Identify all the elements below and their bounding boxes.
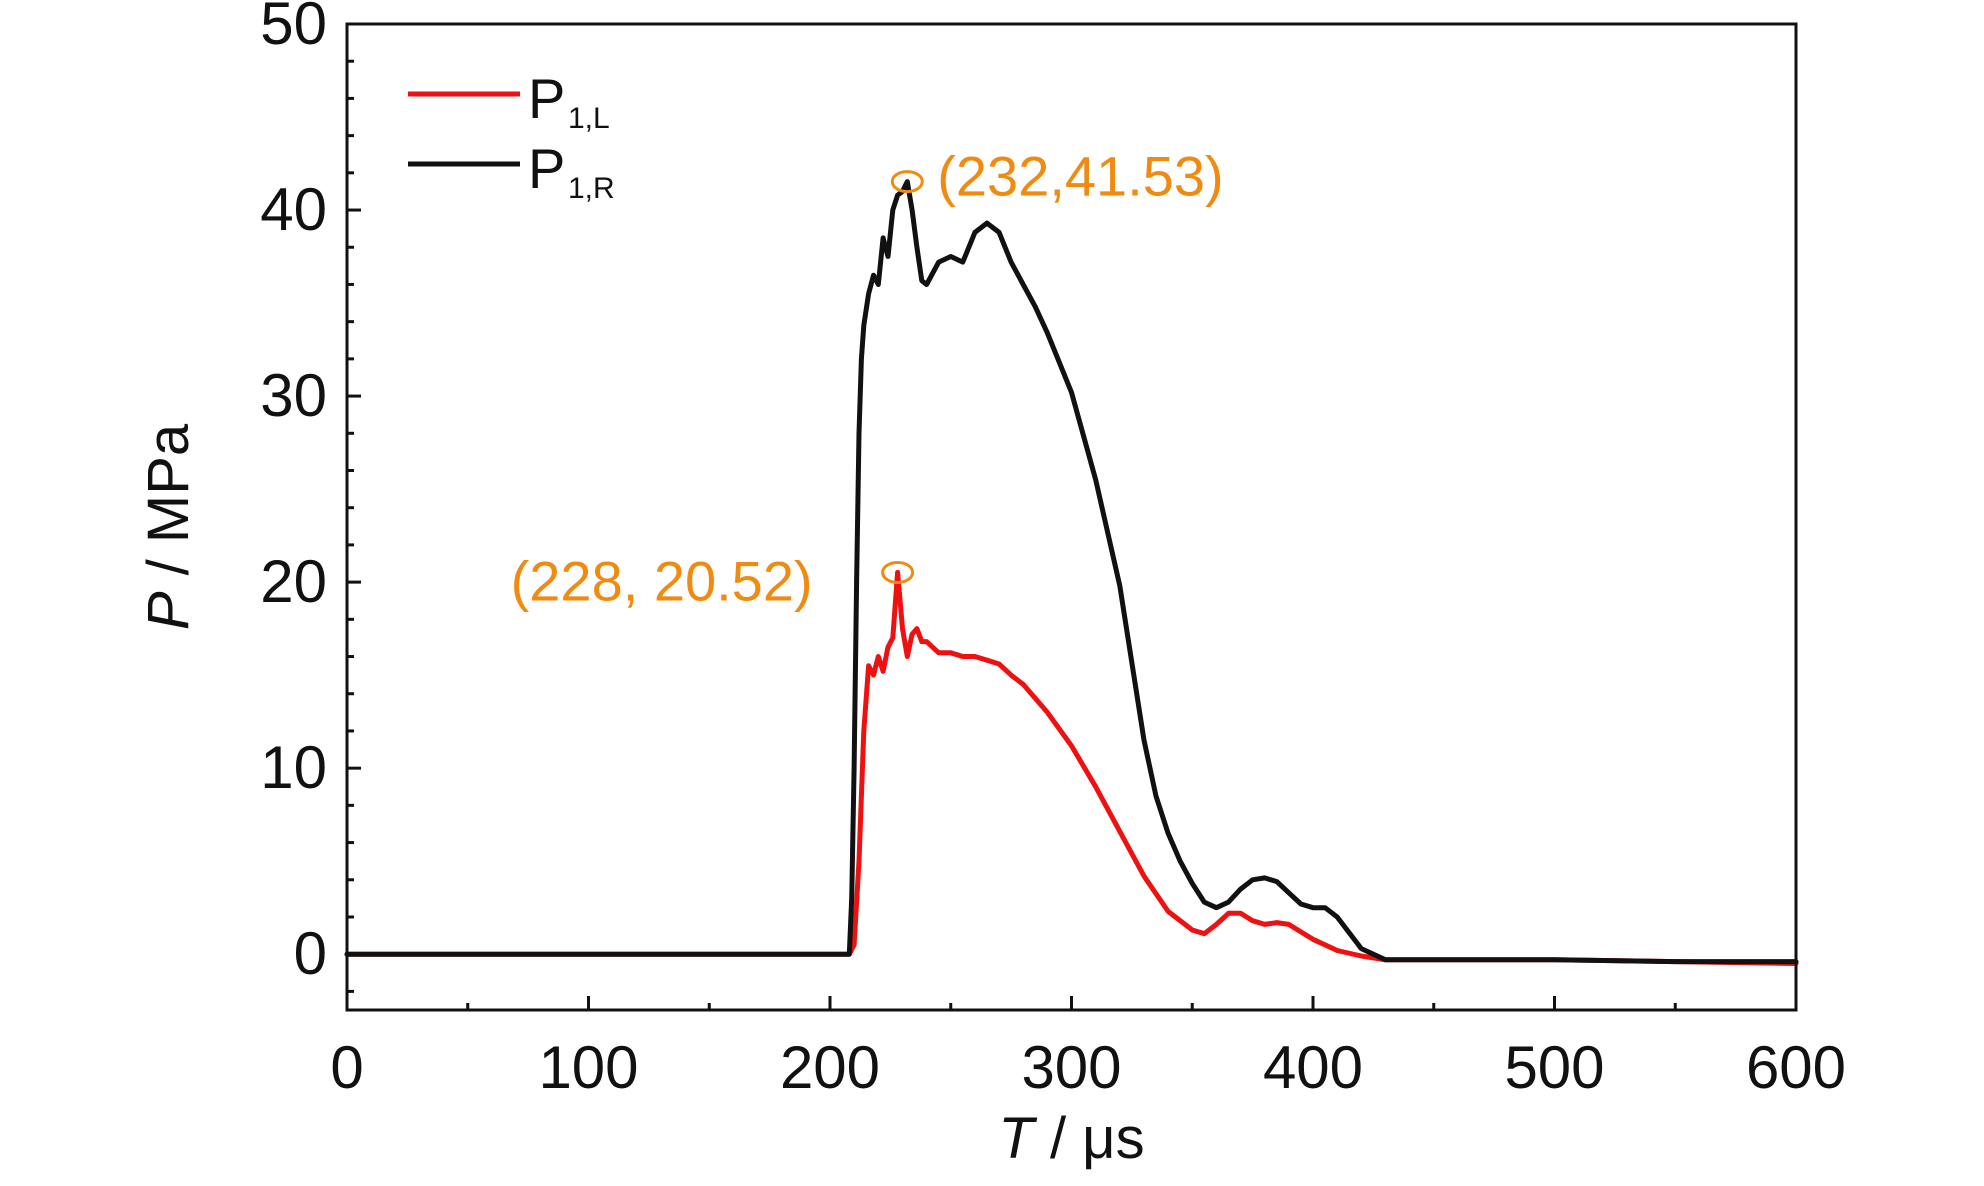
y-tick-label: 10: [260, 734, 327, 801]
x-tick-label: 100: [538, 1034, 638, 1101]
series-line-p1l: [344, 569, 1799, 966]
x-tick-label: 300: [1021, 1034, 1121, 1101]
y-tick-label: 0: [294, 920, 327, 987]
peak-marker: [890, 170, 924, 194]
y-axis: 0 10 20 30 40 50: [260, 0, 361, 993]
peak-annotation-label: (232,41.53): [937, 145, 1223, 208]
annotation-layer: (232,41.53) (228, 20.52): [511, 145, 1224, 613]
legend-label-subscript: 1,L: [568, 102, 610, 135]
x-axis-title: T / μs: [998, 1106, 1144, 1171]
legend-label: P: [528, 67, 565, 130]
x-tick-label: 600: [1746, 1034, 1846, 1101]
y-tick-label: 50: [260, 0, 327, 57]
x-tick-label: 200: [780, 1034, 880, 1101]
x-axis-title-unit: / μs: [1034, 1106, 1145, 1171]
series-line-p1r: [344, 179, 1799, 965]
y-axis-title-symbol: P: [136, 591, 201, 630]
x-axis: 0 100 200 300 400 500 600: [330, 996, 1846, 1101]
x-tick-label: 0: [330, 1034, 363, 1101]
legend-label-subscript: 1,R: [568, 172, 615, 205]
y-tick-label: 20: [260, 548, 327, 615]
y-axis-title-unit: / MPa: [136, 423, 201, 591]
y-tick-label: 30: [260, 362, 327, 429]
x-axis-title-symbol: T: [998, 1106, 1037, 1171]
legend: P 1,LP 1,R: [408, 67, 615, 205]
peak-annotation-label: (228, 20.52): [511, 549, 813, 612]
y-axis-title: P / MPa: [136, 423, 201, 630]
x-tick-label: 500: [1504, 1034, 1604, 1101]
peak-marker: [881, 560, 915, 584]
y-tick-label: 40: [260, 176, 327, 243]
series-layer: [344, 179, 1799, 966]
legend-label: P: [528, 137, 565, 200]
x-tick-label: 400: [1263, 1034, 1363, 1101]
